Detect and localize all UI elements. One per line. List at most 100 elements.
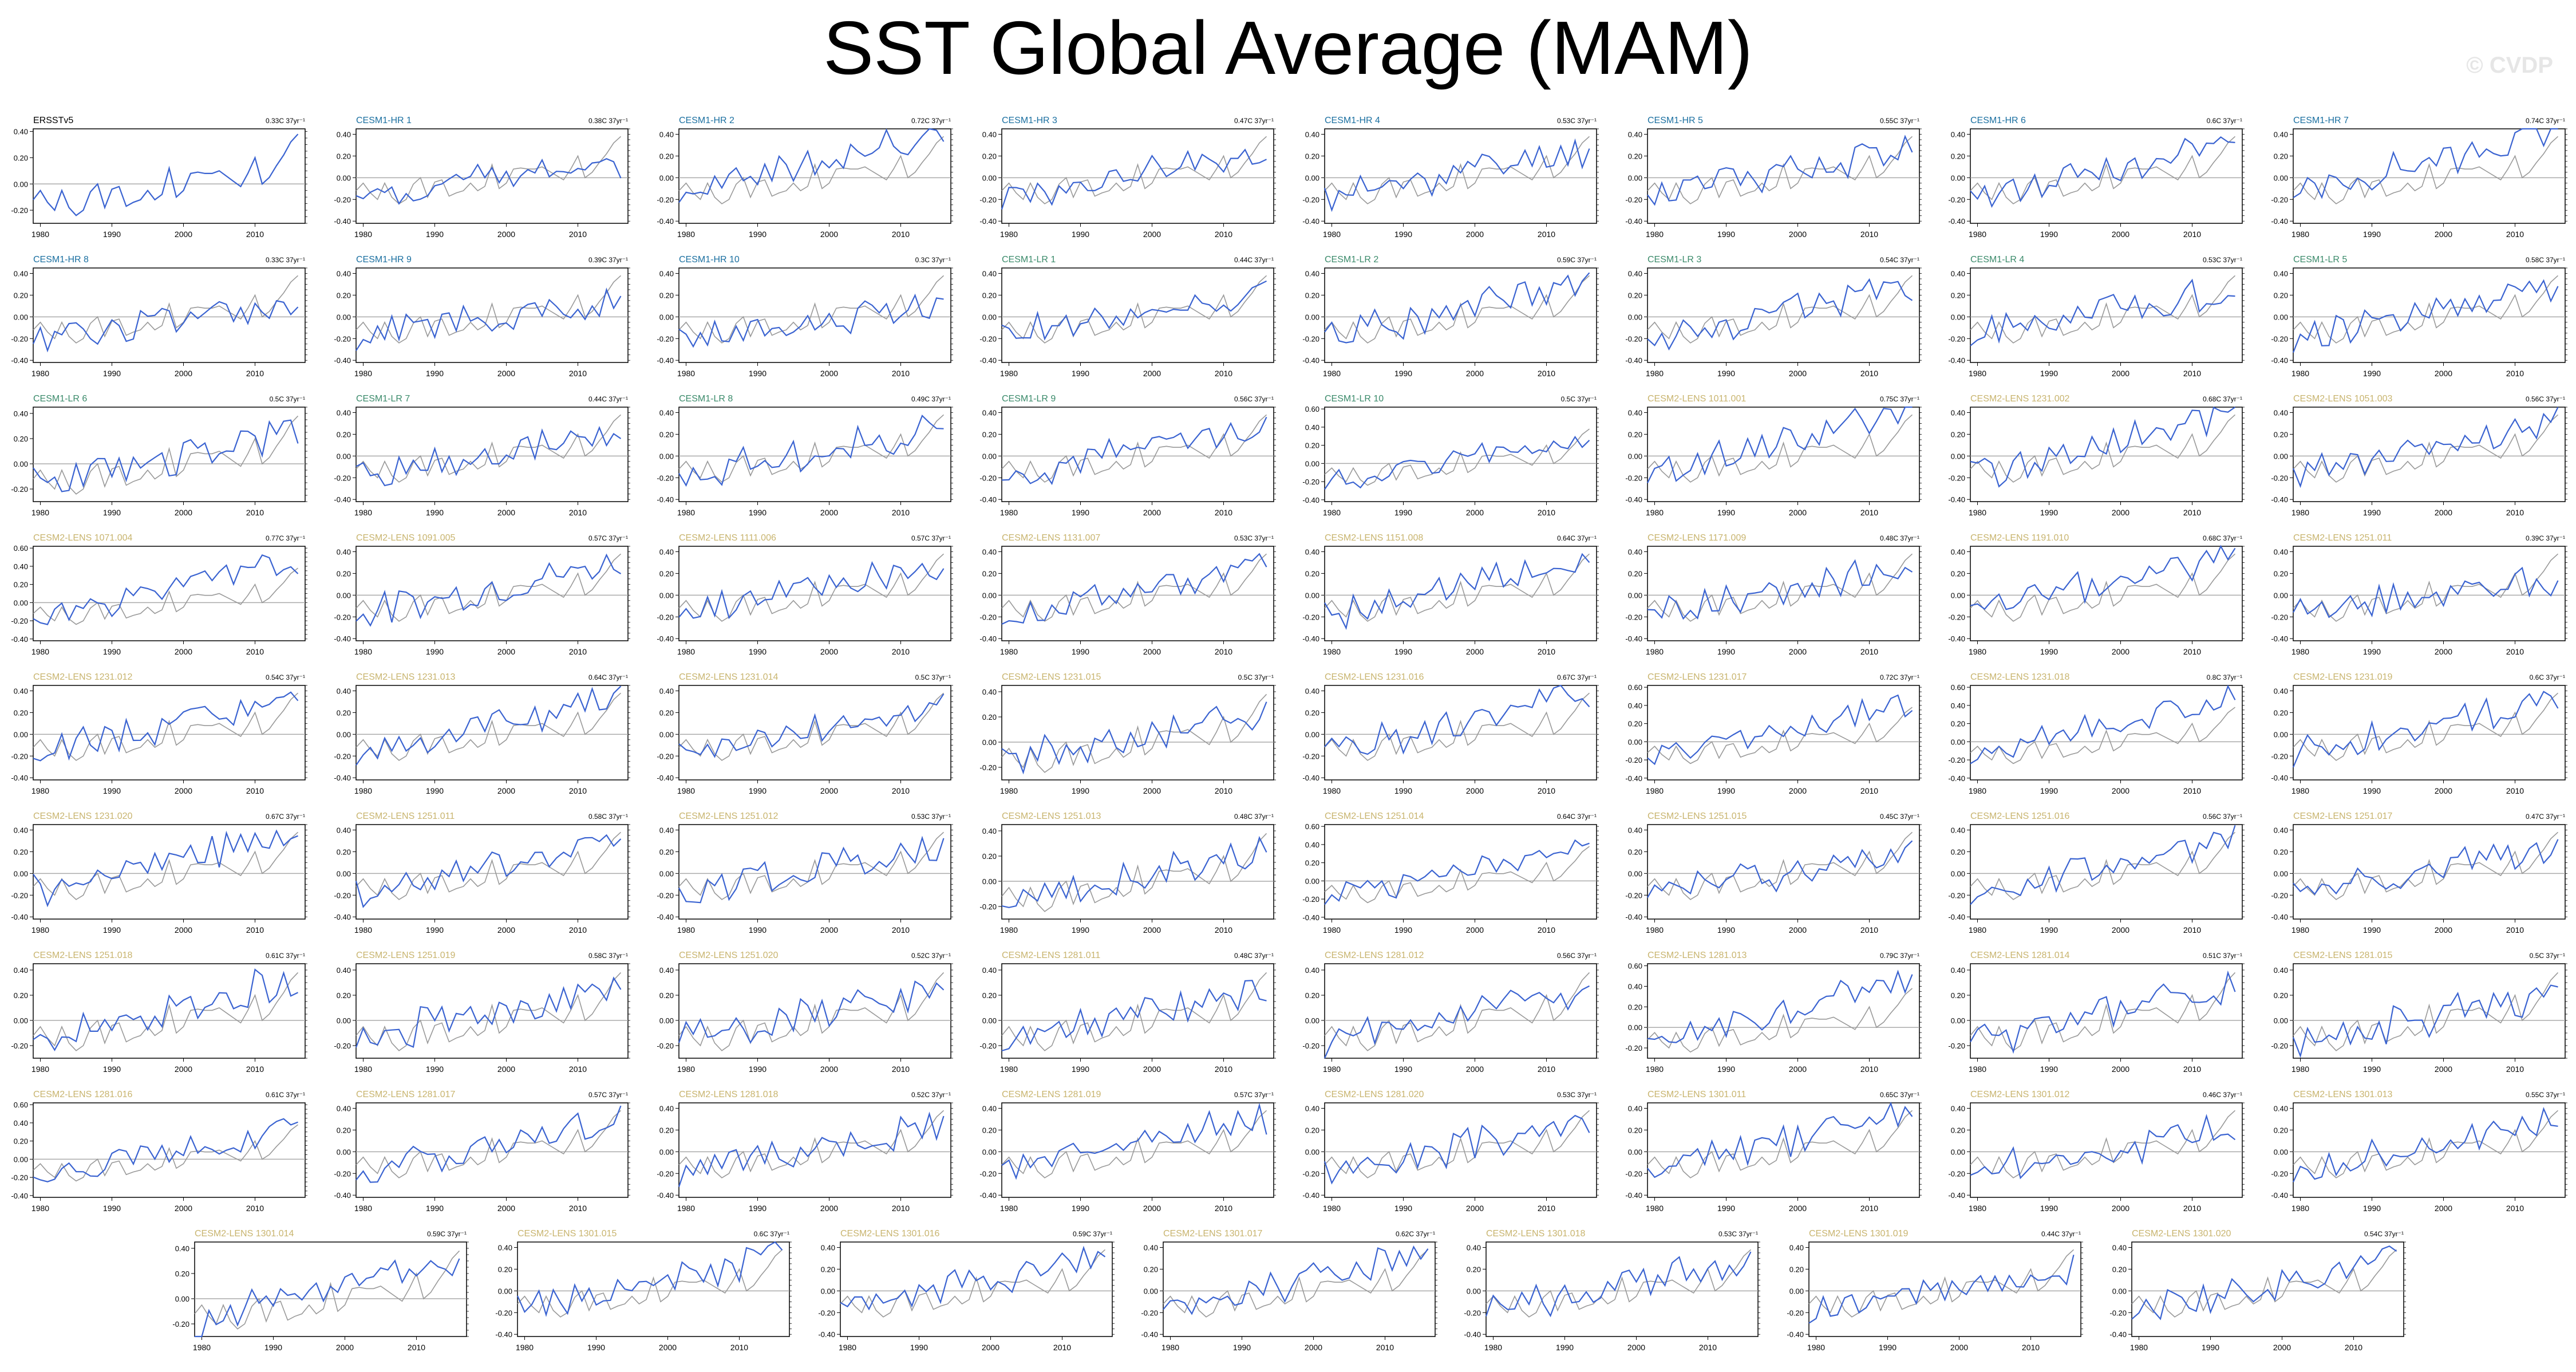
x-tick-label: 1980	[1646, 1204, 1664, 1213]
y-tick-label: 0.40	[1305, 547, 1319, 556]
panel: CESM2-LENS 1231.017 0.72C 37yr⁻¹ 0.60 0.40 0…	[1625, 672, 1922, 795]
x-tick-label: 1990	[426, 786, 444, 795]
y-tick-label: 0.20	[982, 152, 997, 160]
y-tick-label: 0.20	[659, 569, 674, 578]
x-tick-label: 2000	[2112, 647, 2129, 656]
x-tick-label: 1990	[749, 925, 767, 935]
x-tick-label: 2000	[2112, 230, 2129, 239]
obs-reference-line	[1647, 414, 1913, 483]
obs-reference-line	[355, 1110, 622, 1178]
x-tick-label: 1990	[1717, 369, 1735, 378]
y-tick-label: 0.40	[14, 1119, 28, 1127]
x-tick-label: 2010	[246, 230, 264, 239]
y-tick-label: 0.40	[659, 826, 674, 834]
y-tick-label: 0.00	[337, 1016, 351, 1025]
obs-reference-line	[2293, 831, 2559, 900]
x-tick-label: 2000	[820, 508, 838, 517]
panel: CESM1-HR 2 0.72C 37yr⁻¹ 0.40 0.20 0.00 -0.20 -…	[657, 116, 953, 239]
y-tick-label: -0.40	[1302, 217, 1319, 226]
panel: CESM2-LENS 1281.013 0.79C 37yr⁻¹ 0.60 0.40 0…	[1625, 951, 1922, 1074]
x-tick-label: 2010	[1538, 786, 1555, 795]
panel-trend-label: 0.6C 37yr⁻¹	[754, 1230, 789, 1238]
obs-reference-line	[1324, 846, 1590, 904]
obs-reference-line	[355, 414, 622, 483]
y-tick-label: -0.20	[657, 1042, 674, 1050]
x-tick-label: 1980	[1000, 647, 1018, 656]
y-tick-label: -0.40	[1302, 634, 1319, 643]
y-tick-label: -0.40	[334, 217, 351, 226]
panel-trend-label: 0.53C 37yr⁻¹	[1557, 1091, 1597, 1099]
y-tick-label: 0.20	[982, 991, 997, 1000]
panel-frame	[840, 1241, 1113, 1337]
x-tick-label: 2000	[497, 369, 515, 378]
model-series-line	[1001, 835, 1267, 908]
panel-title: CESM2-LENS 1281.016	[33, 1090, 133, 1099]
obs-reference-line	[1001, 136, 1267, 204]
y-tick-label: -0.40	[979, 217, 997, 226]
x-tick-label: 2010	[246, 647, 264, 656]
y-tick-label: 0.40	[2274, 826, 2288, 834]
panel-trend-label: 0.5C 37yr⁻¹	[270, 395, 305, 403]
panel-trend-label: 0.33C 37yr⁻¹	[266, 256, 305, 264]
x-tick-label: 1980	[2291, 647, 2309, 656]
obs-reference-line	[1324, 428, 1590, 486]
model-series-line	[1324, 435, 1590, 490]
x-tick-label: 2000	[659, 1343, 677, 1352]
x-tick-label: 1980	[1969, 508, 1986, 517]
obs-reference-line	[1001, 693, 1267, 773]
y-tick-label: 0.60	[1628, 962, 1642, 971]
model-series-line	[678, 293, 944, 348]
panel: CESM1-LR 9 0.56C 37yr⁻¹ 0.40 0.20 0.00 -0.20 -…	[979, 394, 1276, 517]
x-tick-label: 1980	[677, 925, 695, 935]
model-series-line	[1001, 148, 1267, 210]
x-tick-label: 1980	[31, 230, 49, 239]
x-tick-label: 2010	[2506, 508, 2524, 517]
panel-title: CESM2-LENS 1251.013	[1002, 811, 1101, 821]
y-tick-label: 0.20	[1628, 430, 1642, 439]
panel-trend-label: 0.56C 37yr⁻¹	[2203, 813, 2242, 821]
x-tick-label: 2000	[1466, 786, 1484, 795]
y-tick-label: 0.00	[982, 1016, 997, 1025]
x-tick-label: 1980	[1000, 1204, 1018, 1213]
y-tick-label: -0.40	[979, 634, 997, 643]
x-tick-label: 1990	[1394, 1065, 1412, 1074]
obs-reference-line	[33, 831, 299, 900]
x-tick-label: 2010	[892, 786, 910, 795]
y-tick-label: 0.20	[982, 1126, 997, 1134]
x-tick-label: 1980	[677, 1065, 695, 1074]
y-tick-label: 0.00	[2274, 1148, 2288, 1156]
y-tick-label: -0.20	[657, 1169, 674, 1178]
x-tick-label: 1980	[1969, 1065, 1986, 1074]
x-tick-label: 2000	[982, 1343, 999, 1352]
panel: CESM1-HR 6 0.6C 37yr⁻¹ 0.40 0.20 0.00 -0.20 -0…	[1948, 116, 2245, 239]
model-series-line	[2292, 407, 2559, 488]
obs-reference-line	[194, 1250, 460, 1330]
panel: CESM2-LENS 1281.017 0.57C 37yr⁻¹ 0.40 0.20 0…	[334, 1090, 630, 1213]
y-tick-label: 0.20	[1951, 152, 1965, 160]
panel-frame	[33, 128, 306, 224]
panel: CESM2-LENS 1231.016 0.67C 37yr⁻¹ 0.40 0.20 0…	[1302, 672, 1599, 795]
y-tick-label: -0.40	[334, 774, 351, 782]
x-tick-label: 2000	[2112, 925, 2129, 935]
panel: CESM2-LENS 1251.013 0.48C 37yr⁻¹ 0.40 0.20 0…	[979, 811, 1276, 935]
x-tick-label: 2000	[1143, 508, 1161, 517]
y-tick-label: -0.40	[657, 356, 674, 365]
obs-reference-line	[1324, 553, 1590, 622]
y-tick-label: 0.20	[659, 847, 674, 856]
model-series-line	[2293, 1107, 2558, 1182]
y-tick-label: -0.40	[1948, 217, 1965, 226]
x-tick-label: 1980	[1807, 1343, 1825, 1352]
x-tick-label: 1990	[587, 1343, 605, 1352]
panel-title: CESM2-LENS 1011.001	[1647, 394, 1746, 404]
x-tick-label: 1990	[1556, 1343, 1574, 1352]
y-tick-label: -0.40	[979, 495, 997, 504]
x-tick-label: 2010	[730, 1343, 748, 1352]
model-series-line	[1001, 553, 1267, 625]
panel-title: CESM1-LR 2	[1325, 255, 1378, 265]
obs-reference-line	[2293, 414, 2559, 483]
y-tick-label: 0.20	[337, 291, 351, 299]
panel-frame	[1001, 407, 1274, 502]
panel-frame	[1647, 267, 1920, 363]
y-tick-label: 0.40	[14, 128, 28, 136]
x-tick-label: 2000	[175, 230, 192, 239]
